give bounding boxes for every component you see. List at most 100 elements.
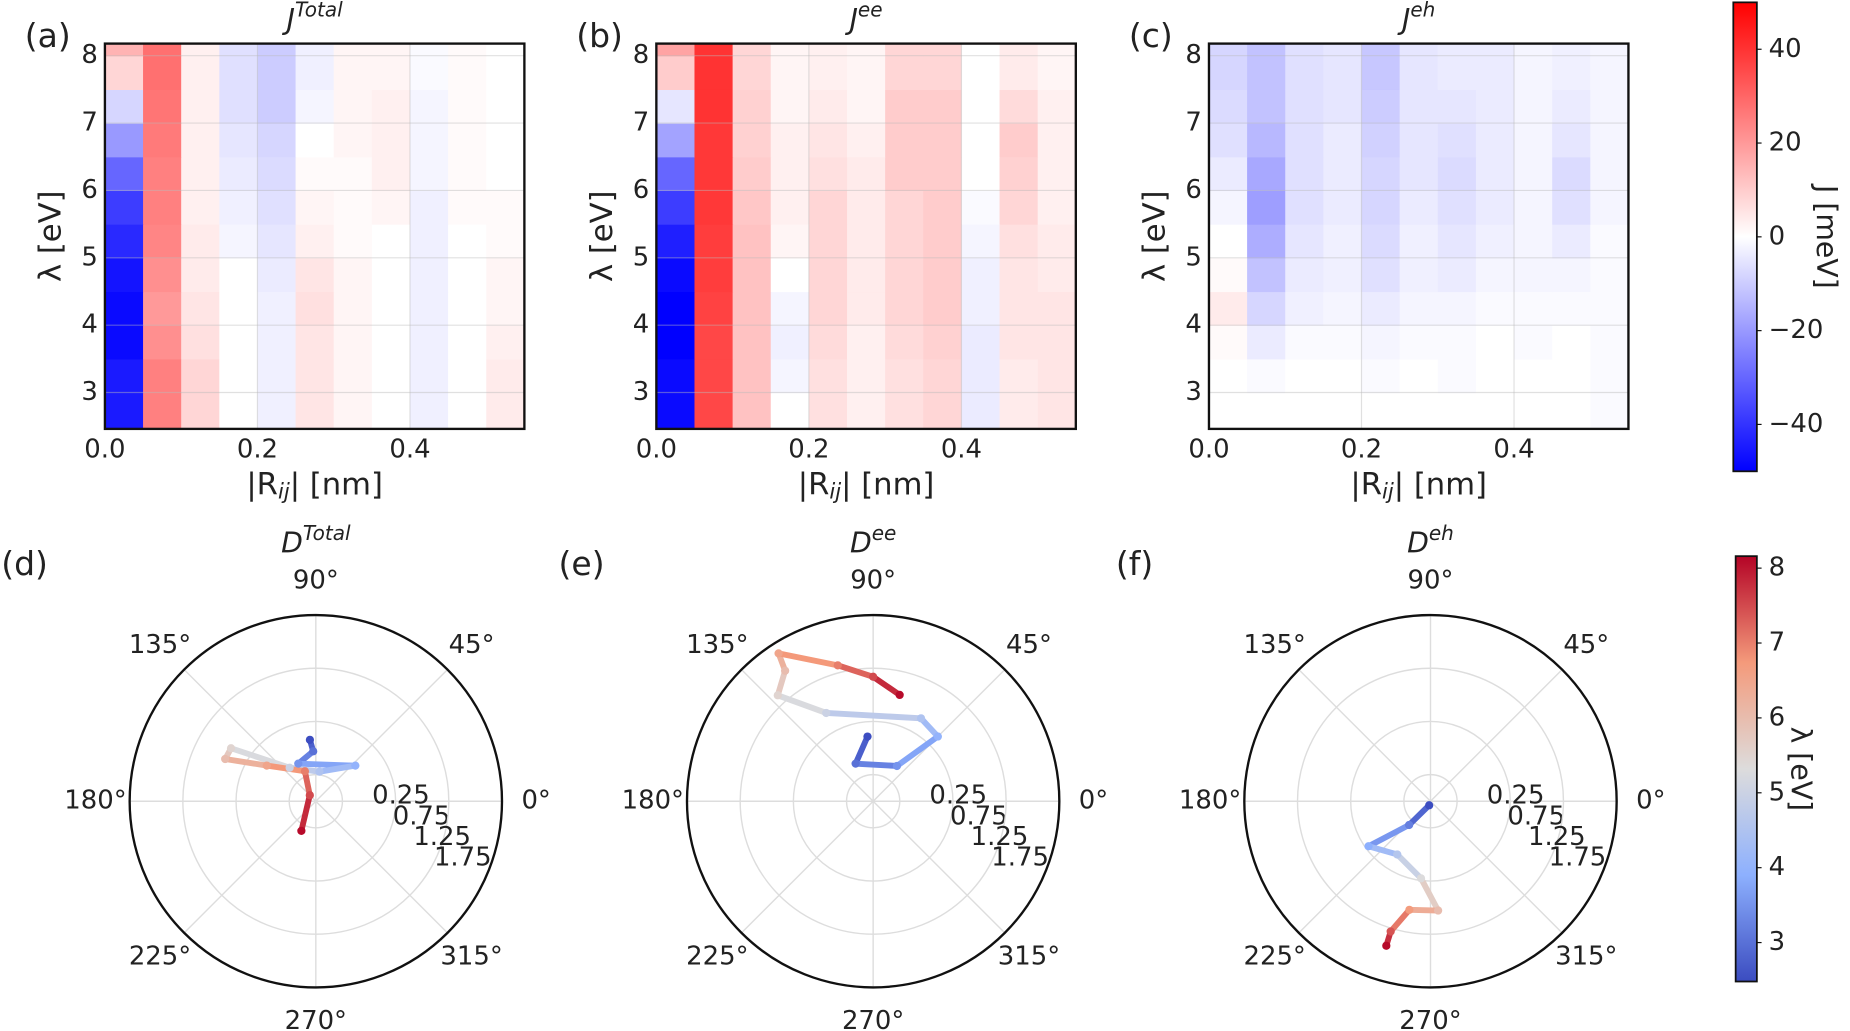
- heatmap-cell: [409, 89, 449, 124]
- heatmap-cell: [656, 291, 696, 326]
- heatmap-cell: [885, 257, 924, 293]
- trace-point: [315, 767, 324, 776]
- heatmap-cell: [448, 55, 487, 90]
- heatmap-cell: [1475, 291, 1515, 326]
- trace-point: [294, 759, 303, 768]
- heatmap-cell: [219, 43, 259, 57]
- heatmap-cell: [1208, 89, 1248, 124]
- heatmap-cell: [104, 123, 144, 158]
- angle-grid-line: [183, 669, 317, 802]
- trace-point: [892, 761, 902, 771]
- heatmap-cell: [1437, 55, 1477, 90]
- heatmap-cell: [999, 156, 1039, 192]
- heatmap-cell: [1285, 123, 1324, 158]
- heatmap-cell: [1590, 89, 1630, 124]
- trace-segment: [774, 667, 789, 699]
- heatmap-cell: [770, 325, 810, 360]
- y-tick-label: 5: [81, 242, 97, 272]
- y-tick-label: 3: [81, 377, 97, 407]
- heatmap-cell: [694, 291, 734, 326]
- heatmap-cell: [885, 325, 924, 360]
- heatmap-cell: [847, 55, 886, 90]
- trace-segment: [852, 733, 871, 767]
- heatmap-cell: [1208, 190, 1248, 225]
- angle-grid-line: [741, 669, 874, 802]
- angle-tick-label: 315°: [1555, 942, 1617, 972]
- heatmap-cell: [694, 325, 734, 360]
- angle-tick-label: 90°: [293, 565, 339, 595]
- heatmap-cell: [656, 224, 696, 259]
- heatmap-cell: [732, 291, 772, 326]
- heatmap-cell: [1247, 224, 1286, 259]
- y-tick-label: 8: [633, 40, 649, 70]
- y-tick-label: 4: [1185, 310, 1201, 340]
- heatmap-cell: [1037, 55, 1077, 90]
- heatmap-cell: [1037, 257, 1077, 293]
- x-tick-label: 0.0: [1188, 435, 1229, 465]
- trace-point: [297, 826, 306, 835]
- colorbar: [1732, 1, 1758, 473]
- heatmap-cell: [961, 55, 1001, 90]
- heatmap-cell: [847, 43, 886, 57]
- heatmap-cell: [1590, 156, 1630, 192]
- y-tick-label: 5: [633, 242, 649, 272]
- angle-tick-label: 45°: [1006, 630, 1052, 660]
- heatmap-cell: [1285, 190, 1324, 225]
- angle-tick-label: 45°: [1563, 630, 1609, 660]
- heatmap-cell: [1552, 224, 1591, 259]
- trace-segment: [834, 662, 877, 680]
- heatmap-cell: [1475, 358, 1515, 394]
- x-axis-label-part: | [nm]: [1394, 467, 1487, 502]
- colorbar-tick-label: 6: [1769, 702, 1785, 732]
- panel-label: (f): [1116, 544, 1153, 583]
- heatmap-cell: [1475, 156, 1515, 192]
- angle-tick-label: 90°: [1408, 565, 1454, 595]
- trace-segment: [222, 756, 270, 769]
- heatmap-cell: [1437, 43, 1477, 57]
- trace-point: [773, 691, 782, 700]
- heatmap-cell: [1399, 156, 1439, 192]
- trace-segment: [870, 673, 903, 698]
- radial-tick-label: 0.75: [393, 801, 451, 831]
- heatmap-cell: [656, 358, 696, 394]
- angle-grid-line: [183, 800, 317, 934]
- heatmap-cell: [333, 224, 373, 259]
- heatmap-cell: [295, 43, 335, 57]
- heatmap-cell: [923, 55, 963, 90]
- heatmap-cell: [999, 43, 1039, 57]
- x-tick-label: 0.0: [84, 435, 125, 465]
- radial-grid-circle: [1403, 773, 1458, 829]
- heatmap-cell: [961, 43, 1001, 57]
- heatmap-cell: [486, 156, 525, 192]
- heatmap-cell: [732, 358, 772, 394]
- heatmap-cell: [1323, 392, 1363, 430]
- heatmap-cell: [333, 358, 373, 394]
- trace-segment: [774, 692, 830, 716]
- heatmap-cell: [448, 190, 487, 225]
- heatmap-cell: [143, 392, 182, 430]
- y-tick-label: 3: [633, 377, 649, 407]
- trace-point: [1405, 905, 1414, 914]
- panel-label: (c): [1129, 16, 1173, 55]
- trace-point: [1364, 842, 1373, 851]
- trace-segment: [228, 745, 293, 771]
- trace-point: [1393, 850, 1402, 859]
- heatmap-cell: [1037, 43, 1077, 57]
- panel-label: (a): [25, 16, 71, 55]
- title-base: D: [1407, 526, 1429, 559]
- heatmap-cell: [371, 224, 411, 259]
- heatmap-cell: [486, 43, 525, 57]
- heatmap-cell: [181, 325, 220, 360]
- colorbar-tick-label: 40: [1769, 34, 1802, 64]
- heatmap-cell: [295, 89, 335, 124]
- heatmap-cell: [808, 257, 848, 293]
- x-axis-label-part: ij: [829, 479, 841, 504]
- heatmap-cell: [770, 257, 810, 293]
- heatmap-cell: [1437, 156, 1477, 192]
- heatmap-cell: [961, 89, 1001, 124]
- heatmap-cell: [885, 156, 924, 192]
- heatmap-cell: [1323, 89, 1363, 124]
- heatmap-cell: [656, 156, 696, 192]
- angle-tick-label: 225°: [686, 942, 748, 972]
- x-axis-label-part: | [nm]: [290, 467, 383, 502]
